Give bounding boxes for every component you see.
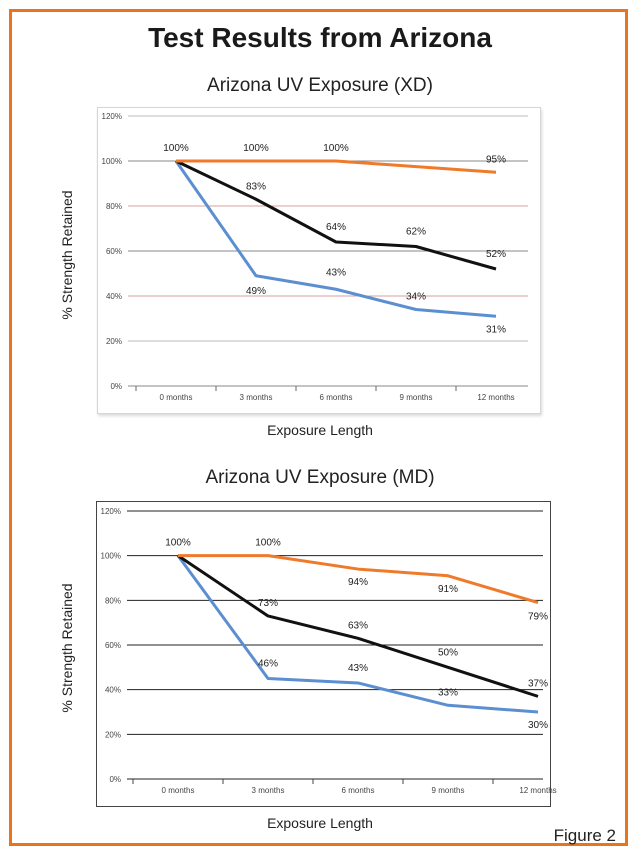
x-tick-label: 12 months [477,393,514,402]
series-line-0 [178,554,539,605]
data-label: 100% [255,538,281,549]
chart-title-xd: Arizona UV Exposure (XD) [207,75,433,96]
data-label: 100% [163,143,189,154]
y-tick-label: 40% [105,686,121,695]
data-label: 43% [348,663,368,674]
data-label: 73% [258,598,278,609]
data-label: 62% [406,227,426,238]
chart-title-md: Arizona UV Exposure (MD) [205,467,435,488]
y-tick-label: 60% [106,247,122,256]
x-tick-label: 6 months [320,393,353,402]
data-label: 83% [246,181,266,192]
data-label: 64% [326,222,346,233]
y-tick-label: 20% [106,337,122,346]
data-label: 95% [486,154,506,165]
y-tick-label: 120% [102,112,122,121]
x-tick-label: 9 months [400,393,433,402]
y-tick-label: 100% [102,157,122,166]
y-tick-label: 80% [106,202,122,211]
y-tick-label: 60% [105,641,121,650]
y-axis-label-md: % Strength Retained [59,583,75,713]
x-tick-label: 6 months [342,786,375,795]
series-line-1 [177,554,539,698]
x-tick-label: 3 months [240,393,273,402]
y-tick-label: 100% [101,552,121,561]
chart-xd: 0% 20% 40% 60% 80% 100% 120% 0 months 3 months 6 … [97,107,541,414]
x-tick-label: 0 months [160,393,193,402]
y-tick-label: 40% [106,292,122,301]
chart-md: 0% 20% 40% 60% 80% 100% 120% 0 months 3 months 6 … [96,501,557,807]
data-label: 37% [528,678,548,689]
series-line-0 [176,159,497,174]
series-line-2 [174,160,497,318]
data-label: 30% [528,720,548,731]
y-tick-label: 0% [109,775,121,784]
data-label: 100% [165,538,191,549]
y-tick-label: 20% [105,730,121,739]
y-tick-label: 120% [101,507,121,516]
data-label: 33% [438,687,458,698]
data-label: 43% [326,267,346,278]
x-tick-label: 12 months [519,786,556,795]
data-label: 79% [528,612,548,623]
data-label: 34% [406,292,426,303]
data-label: 100% [323,143,349,154]
chart-md-svg: 0% 20% 40% 60% 80% 100% 120% 0 months 3 months 6 … [101,507,557,795]
data-label: 46% [258,659,278,670]
data-label: 63% [348,620,368,631]
y-tick-label: 0% [110,382,122,391]
y-axis-label-xd: % Strength Retained [59,190,75,320]
y-tick-label: 80% [105,596,121,605]
page-title: Test Results from Arizona [148,22,492,53]
data-label: 31% [486,324,506,335]
data-label: 52% [486,249,506,260]
x-tick-label: 3 months [252,786,285,795]
data-label: 94% [348,577,368,588]
data-label: 91% [438,584,458,595]
chart-xd-svg: 0% 20% 40% 60% 80% 100% 120% 0 months 3 months 6 … [102,112,528,402]
x-axis-label-md: Exposure Length [267,815,373,831]
x-tick-label: 0 months [162,786,195,795]
x-axis-label-xd: Exposure Length [267,422,373,438]
x-tick-label: 9 months [432,786,465,795]
data-label: 49% [246,286,266,297]
data-label: 100% [243,143,269,154]
figure-label: Figure 2 [553,826,616,845]
series-line-1 [175,159,497,271]
data-label: 50% [438,647,458,658]
series-line-2 [176,554,539,714]
